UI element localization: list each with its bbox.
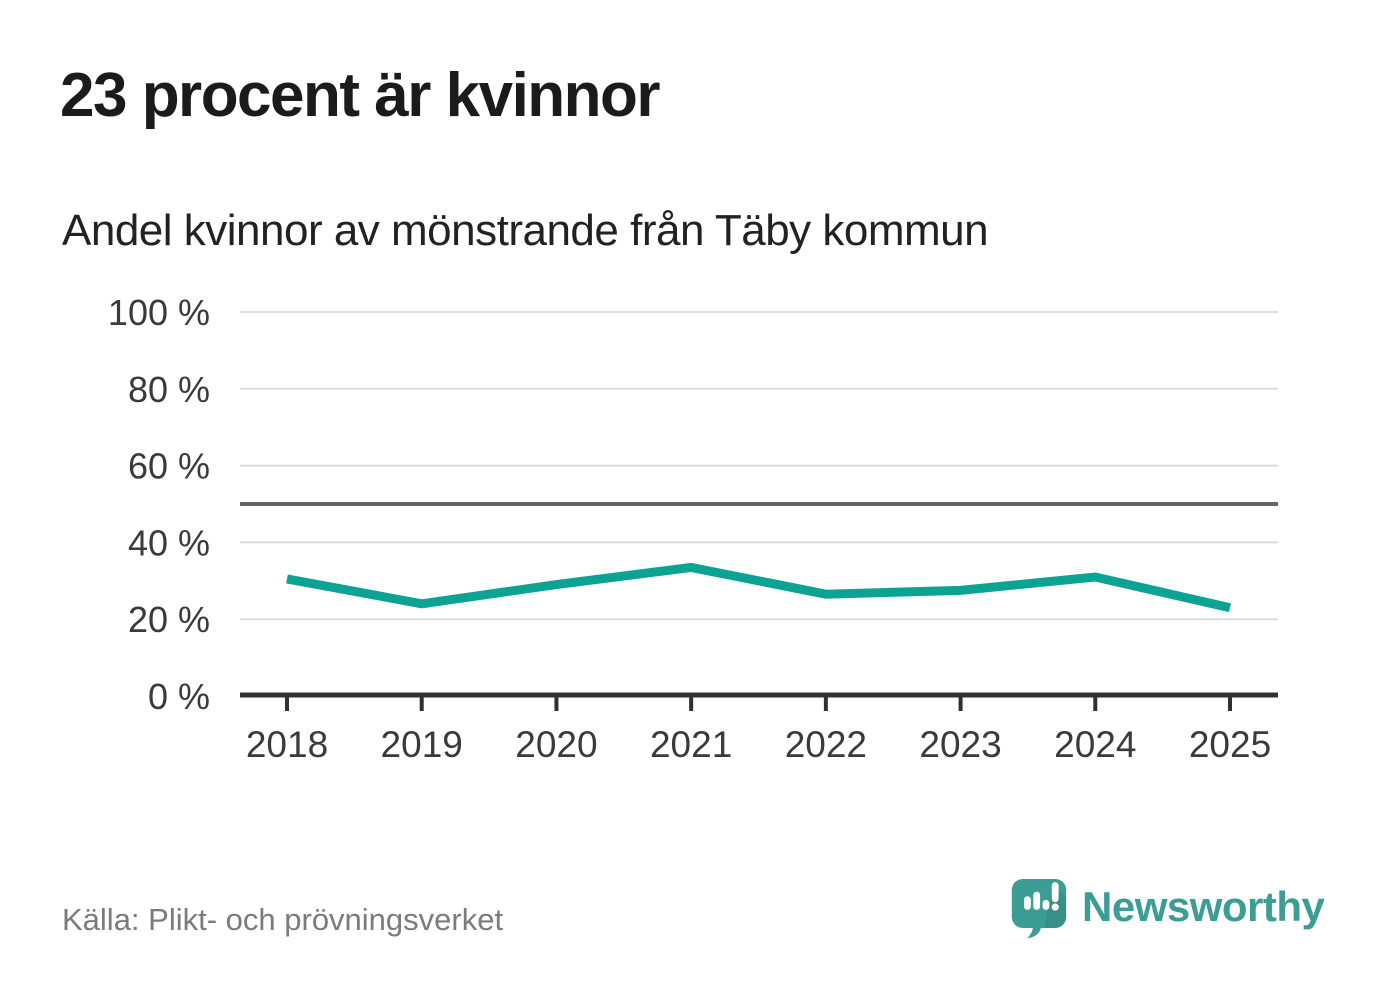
exclamation-bar-icon <box>1051 882 1059 903</box>
x-tick-label: 2020 <box>515 724 597 765</box>
data-line <box>286 562 1231 613</box>
page-title: 23 procent är kvinnor <box>60 61 661 130</box>
brand-logo: Newsworthy <box>1010 877 1325 939</box>
y-tick-label: 60 % <box>128 446 210 487</box>
x-tick-label: 2022 <box>785 724 867 765</box>
x-tick-label: 2021 <box>650 724 732 765</box>
y-tick-label: 80 % <box>128 369 210 410</box>
bar-tall-icon <box>1033 891 1041 910</box>
y-tick-label: 100 % <box>108 292 210 333</box>
y-tick-label: 20 % <box>128 599 210 640</box>
bar-short-icon <box>1042 899 1050 910</box>
speech-bubble-bar-chart-icon <box>1011 879 1067 939</box>
x-tick-label: 2018 <box>246 724 328 765</box>
exclamation-dot-icon <box>1051 903 1059 911</box>
bar-small-icon <box>1024 896 1031 910</box>
x-tick-label: 2019 <box>381 724 463 765</box>
brand-name: Newsworthy <box>1082 883 1325 930</box>
y-tick-label: 40 % <box>128 522 210 563</box>
chart-subtitle: Andel kvinnor av mönstrande från Täby ko… <box>62 206 989 255</box>
x-tick-label: 2023 <box>919 724 1001 765</box>
y-tick-label: 0 % <box>148 676 210 717</box>
x-tick-label: 2025 <box>1189 724 1271 765</box>
x-tick-label: 2024 <box>1054 724 1136 765</box>
source-note: Källa: Plikt- och prövningsverket <box>62 902 504 937</box>
